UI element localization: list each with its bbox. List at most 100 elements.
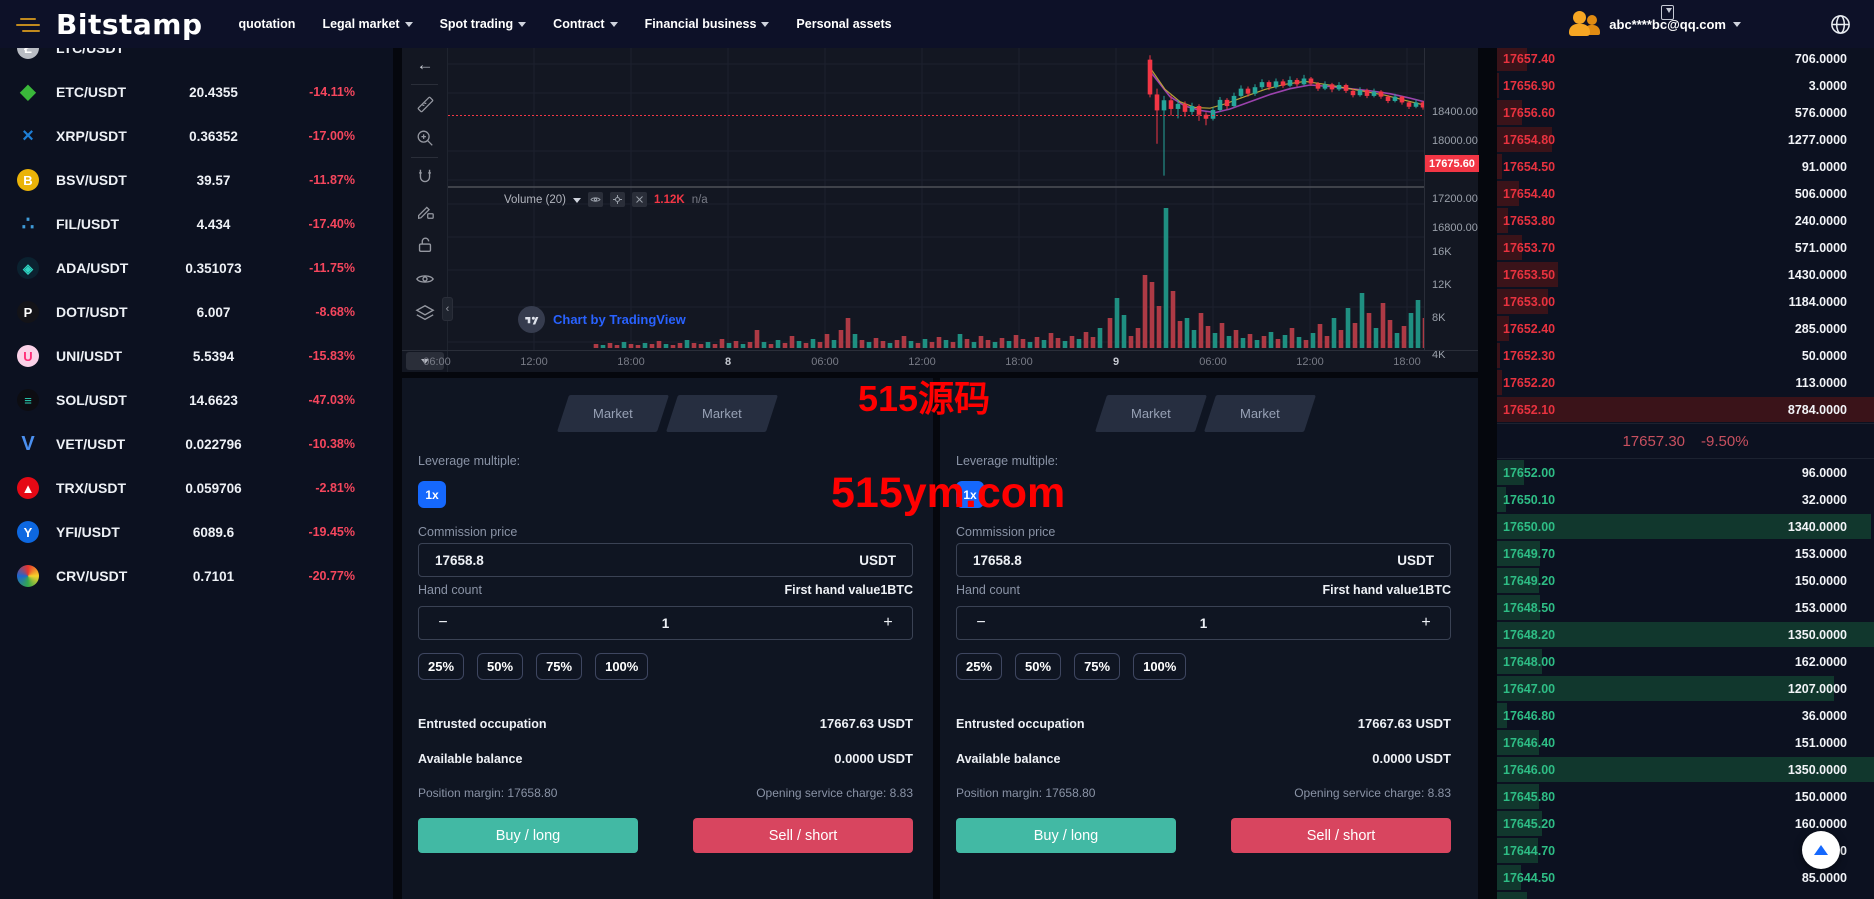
tab-market-2[interactable]: Market (1203, 395, 1317, 432)
nav-item-spot-trading[interactable]: Spot trading (440, 17, 527, 31)
hamburger-menu-icon[interactable] (14, 16, 44, 32)
orderbook-bid-row[interactable]: 17650.10 32.0000 (1497, 486, 1874, 513)
percent-100-button[interactable]: 100% (595, 653, 649, 680)
commission-price-input[interactable]: 17658.8 USDT (956, 543, 1451, 577)
pair-row[interactable]: ≡ SOL/USDT 14.6623 -47.03% (0, 378, 393, 422)
chevron-down-icon[interactable] (573, 197, 582, 203)
layers-icon[interactable] (402, 296, 448, 330)
pair-row[interactable]: P DOT/USDT 6.007 -8.68% (0, 290, 393, 334)
volume-legend-title[interactable]: Volume (20) (504, 193, 567, 206)
orderbook-bid-row[interactable]: 17645.80 150.0000 (1497, 783, 1874, 810)
pair-row[interactable]: U UNI/USDT 5.5394 -15.83% (0, 334, 393, 378)
orderbook-bid-row[interactable]: 17644.50 85.0000 (1497, 864, 1874, 891)
orderbook-bid-row[interactable]: 17652.00 96.0000 (1497, 459, 1874, 486)
leverage-1x-button[interactable]: 1x (956, 481, 984, 508)
orderbook-bid-row[interactable]: 17646.80 36.0000 (1497, 702, 1874, 729)
sell-short-button[interactable]: Sell / short (1231, 818, 1451, 853)
nav-item-quotation[interactable]: quotation (238, 17, 296, 31)
orderbook-ask-row[interactable]: 17652.30 50.0000 (1497, 342, 1874, 369)
orderbook-ask-row[interactable]: 17656.60 576.0000 (1497, 99, 1874, 126)
percent-25-button[interactable]: 25% (956, 653, 1003, 680)
pair-row[interactable]: ∴ FIL/USDT 4.434 -17.40% (0, 202, 393, 246)
orderbook-bid-row[interactable]: 17650.00 1340.0000 (1497, 513, 1874, 540)
sidebar-collapse-handle[interactable]: ‹ (442, 297, 453, 321)
indicator-settings-icon[interactable] (610, 192, 626, 207)
buy-long-button[interactable]: Buy / long (418, 818, 638, 853)
download-icon[interactable] (1661, 5, 1674, 20)
orderbook-bid-row[interactable]: 17648.20 1350.0000 (1497, 621, 1874, 648)
pair-row[interactable]: Y YFI/USDT 6089.6 -19.45% (0, 510, 393, 554)
stepper-minus-button[interactable]: − (976, 614, 986, 631)
orderbook-bid-row[interactable]: 17648.00 162.0000 (1497, 648, 1874, 675)
tab-market-2[interactable]: Market (665, 395, 779, 432)
orderbook-ask-row[interactable]: 17652.20 113.0000 (1497, 369, 1874, 396)
orderbook-ask-row[interactable]: 17653.00 1184.0000 (1497, 288, 1874, 315)
toolbar-collapse-button[interactable] (406, 352, 444, 370)
orderbook-ask-row[interactable]: 17652.40 285.0000 (1497, 315, 1874, 342)
back-to-top-button[interactable] (1802, 831, 1840, 869)
orderbook-bid-row[interactable]: 17644.40 (1497, 891, 1874, 899)
quantity-value[interactable]: 1 (661, 615, 670, 631)
percent-100-button[interactable]: 100% (1133, 653, 1187, 680)
eye-icon[interactable] (402, 262, 448, 296)
indicator-eye-icon[interactable] (588, 192, 604, 207)
orderbook-ask-row[interactable]: 17657.40 706.0000 (1497, 48, 1874, 72)
percent-25-button[interactable]: 25% (418, 653, 465, 680)
price-axis[interactable]: 18400.00 18000.00 17200.00 16800.00 16K 12K 8K… (1424, 48, 1479, 396)
percent-75-button[interactable]: 75% (1074, 653, 1121, 680)
pair-row[interactable]: B BSV/USDT 39.57 -11.87% (0, 158, 393, 202)
user-email[interactable]: abc****bc@qq.com (1609, 16, 1726, 32)
orderbook-ask-row[interactable]: 17653.50 1430.0000 (1497, 261, 1874, 288)
stepper-plus-button[interactable]: + (1421, 614, 1431, 631)
orderbook-ask-row[interactable]: 17653.70 571.0000 (1497, 234, 1874, 261)
tradingview-link[interactable]: Chart by TradingView (553, 312, 686, 327)
orderbook-ask-row[interactable]: 17654.80 1277.0000 (1497, 126, 1874, 153)
orderbook-ask-row[interactable]: 17654.50 91.0000 (1497, 153, 1874, 180)
orderbook-bid-row[interactable]: 17645.20 160.0000 (1497, 810, 1874, 837)
magnet-icon[interactable] (402, 160, 448, 194)
tradingview-logo-icon[interactable] (518, 306, 545, 333)
user-avatar-icon[interactable] (1569, 9, 1603, 39)
pair-row[interactable]: × XRP/USDT 0.36352 -17.00% (0, 114, 393, 158)
brand-logo[interactable]: Bitstamp (56, 7, 203, 41)
nav-item-financial-business[interactable]: Financial business (645, 17, 770, 31)
chevron-down-icon[interactable] (1733, 22, 1741, 27)
orderbook-bid-row[interactable]: 17646.00 1350.0000 (1497, 756, 1874, 783)
nav-item-personal-assets[interactable]: Personal assets (796, 17, 892, 31)
percent-50-button[interactable]: 50% (1015, 653, 1062, 680)
orderbook-ask-row[interactable]: 17653.80 240.0000 (1497, 207, 1874, 234)
lock-icon[interactable] (402, 228, 448, 262)
stepper-minus-button[interactable]: − (438, 614, 448, 631)
pair-row[interactable]: Ł LTC/USDT (0, 48, 393, 70)
commission-price-input[interactable]: 17658.8 USDT (418, 543, 913, 577)
pair-row[interactable]: ◆ ETC/USDT 20.4355 -14.11% (0, 70, 393, 114)
pair-row[interactable]: ◈ ADA/USDT 0.351073 -11.75% (0, 246, 393, 290)
tab-market-1[interactable]: Market (1094, 395, 1208, 432)
pair-row[interactable]: CRV/USDT 0.7101 -20.77% (0, 554, 393, 598)
pair-row[interactable]: V VET/USDT 0.022796 -10.38% (0, 422, 393, 466)
buy-long-button[interactable]: Buy / long (956, 818, 1176, 853)
indicator-close-icon[interactable] (632, 192, 648, 207)
stepper-plus-button[interactable]: + (883, 614, 893, 631)
orderbook-bid-row[interactable]: 17646.40 151.0000 (1497, 729, 1874, 756)
zoom-in-icon[interactable] (402, 121, 448, 155)
tab-market-1[interactable]: Market (556, 395, 670, 432)
orderbook-bid-row[interactable]: 17648.50 153.0000 (1497, 594, 1874, 621)
pair-row[interactable]: ▲ TRX/USDT 0.059706 -2.81% (0, 466, 393, 510)
orderbook-bid-row[interactable]: 17649.70 153.0000 (1497, 540, 1874, 567)
nav-item-contract[interactable]: Contract (553, 17, 618, 31)
orderbook-ask-row[interactable]: 17654.40 506.0000 (1497, 180, 1874, 207)
percent-75-button[interactable]: 75% (536, 653, 583, 680)
orderbook-bid-row[interactable]: 17649.20 150.0000 (1497, 567, 1874, 594)
orderbook-ask-row[interactable]: 17652.10 8784.0000 (1497, 396, 1874, 423)
orderbook-bid-row[interactable]: 17647.00 1207.0000 (1497, 675, 1874, 702)
percent-50-button[interactable]: 50% (477, 653, 524, 680)
nav-item-legal-market[interactable]: Legal market (322, 17, 413, 31)
ruler-icon[interactable] (402, 87, 448, 121)
drawing-lock-icon[interactable] (402, 194, 448, 228)
quantity-value[interactable]: 1 (1199, 615, 1208, 631)
orderbook-ask-row[interactable]: 17656.90 3.0000 (1497, 72, 1874, 99)
language-globe-icon[interactable] (1829, 13, 1852, 36)
back-arrow-icon[interactable]: ← (416, 55, 434, 74)
sell-short-button[interactable]: Sell / short (693, 818, 913, 853)
